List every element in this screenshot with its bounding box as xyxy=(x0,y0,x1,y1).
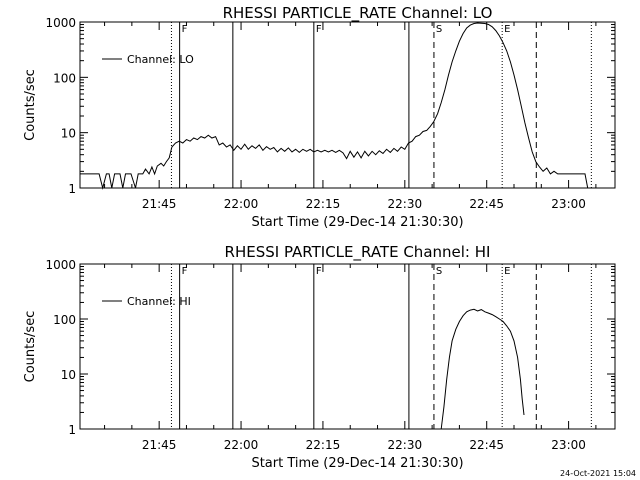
y-tick-label: 1 xyxy=(68,182,76,196)
event-marker-label: F xyxy=(316,24,322,35)
y-tick-label: 10 xyxy=(61,368,76,382)
x-axis-title: Start Time (29-Dec-14 21:30:30) xyxy=(251,215,463,230)
event-marker-label: F xyxy=(182,266,188,277)
series-line-1 xyxy=(80,22,589,190)
x-tick-label: 22:00 xyxy=(224,197,259,211)
x-tick-label: 22:15 xyxy=(306,197,341,211)
event-marker-label: E xyxy=(504,24,510,35)
chart-panel-2: RHESSI PARTICLE_RATE Channel: HI 1 10 100 10… xyxy=(23,243,616,471)
y-axis-title: Counts/sec xyxy=(23,69,38,141)
x-tick-label: 22:45 xyxy=(469,197,504,211)
x-tick-label: 21:45 xyxy=(142,197,177,211)
x-tick-label: 21:45 xyxy=(142,438,177,452)
event-marker-label: S xyxy=(436,24,442,35)
chart-title: RHESSI PARTICLE_RATE Channel: LO xyxy=(223,4,493,23)
y-tick-label: 100 xyxy=(53,71,76,85)
chart-title: RHESSI PARTICLE_RATE Channel: HI xyxy=(225,243,491,262)
x-axis-title: Start Time (29-Dec-14 21:30:30) xyxy=(251,456,463,471)
event-marker-label: F xyxy=(316,266,322,277)
legend-label: Channel: LO xyxy=(127,53,194,66)
y-axis-title: Counts/sec xyxy=(23,311,38,383)
y-tick-label: 1000 xyxy=(45,16,76,30)
x-tick-label: 22:00 xyxy=(224,438,259,452)
legend-label: Channel: HI xyxy=(127,295,191,308)
y-tick-label: 1 xyxy=(68,423,76,437)
plot-frame xyxy=(79,21,616,189)
y-tick-label: 10 xyxy=(61,127,76,141)
x-tick-label: 23:00 xyxy=(551,197,586,211)
x-tick-label: 23:00 xyxy=(551,438,586,452)
x-tick-label: 22:30 xyxy=(388,438,423,452)
plot-frame xyxy=(79,263,616,430)
event-marker-label: E xyxy=(504,266,510,277)
chart-panel-1: RHESSI PARTICLE_RATE Channel: LO 1 10 100 10… xyxy=(23,4,616,230)
y-tick-label: 1000 xyxy=(45,258,76,272)
event-marker-label: F xyxy=(182,24,188,35)
x-tick-label: 22:30 xyxy=(388,197,423,211)
y-tick-label: 100 xyxy=(53,313,76,327)
series-line-1 xyxy=(440,308,525,430)
event-marker-label: S xyxy=(436,266,442,277)
x-tick-label: 22:15 xyxy=(306,438,341,452)
x-tick-label: 22:45 xyxy=(469,438,504,452)
footer-timestamp: 24-Oct-2021 15:04 xyxy=(560,469,636,478)
